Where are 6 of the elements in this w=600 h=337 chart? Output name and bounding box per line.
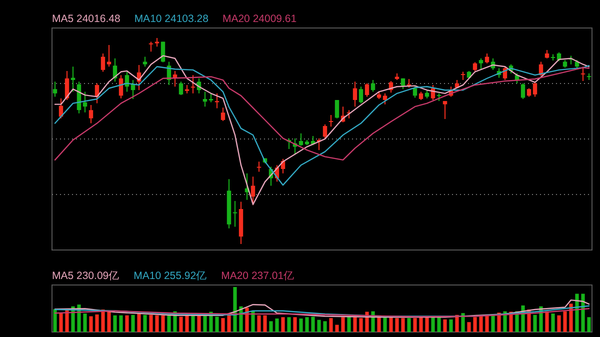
legend: MA10 255.92亿 [134, 270, 208, 282]
legend: MA5 24016.48 [52, 13, 120, 25]
legend: MA20 24009.61 [222, 13, 297, 25]
legend: MA5 230.09亿 [52, 270, 120, 282]
legend: MA10 24103.28 [134, 13, 208, 25]
legend: MA20 237.01亿 [221, 270, 295, 282]
